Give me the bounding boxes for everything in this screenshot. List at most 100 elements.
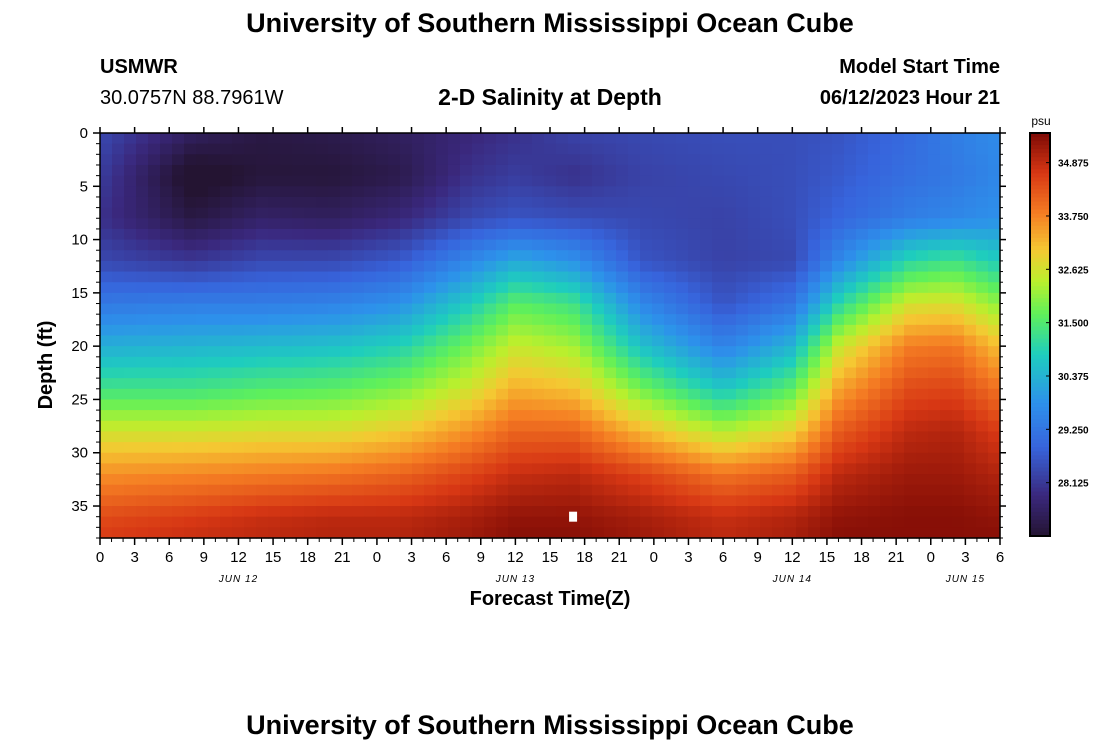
colorbar-swatch [1030,306,1050,311]
heatmap-cell [196,431,209,443]
heatmap-cell [268,164,281,177]
heatmap-cell [496,346,509,358]
heatmap-cell [676,452,689,464]
heatmap-cell [472,314,485,326]
heatmap-cell [640,314,653,326]
heatmap-cell [472,388,485,401]
heatmap-cell [712,527,725,539]
heatmap-cell [364,516,377,528]
heatmap-cell [580,133,593,145]
heatmap-cell [424,271,437,283]
heatmap-cell [352,495,365,507]
heatmap-cell [388,314,401,326]
heatmap-cell [988,228,1001,241]
heatmap-cell [496,399,509,411]
heatmap-cell [376,218,389,230]
heatmap-cell [364,143,377,155]
heatmap-cell [820,175,833,187]
heatmap-cell [292,527,305,539]
heatmap-cell [892,228,905,241]
heatmap-cell [820,516,833,528]
heatmap-cell [520,186,533,198]
heatmap-cell [880,410,893,422]
heatmap-cell [688,527,701,539]
heatmap-cell [988,175,1001,187]
heatmap-cell [556,420,569,433]
heatmap-cell [688,506,701,518]
heatmap-cell [604,196,617,209]
heatmap-cell [712,463,725,475]
heatmap-cell [688,474,701,486]
heatmap-cell [676,378,689,390]
heatmap-cell [220,442,233,454]
heatmap-cell [628,442,641,454]
heatmap-cell [196,154,209,166]
heatmap-cell [424,186,437,198]
heatmap-cell [148,143,161,155]
heatmap-cell [124,303,137,315]
heatmap-cell [220,474,233,486]
heatmap-cell [376,516,389,528]
heatmap-cell [580,228,593,241]
heatmap-cell [904,463,917,475]
heatmap-cell [292,516,305,528]
heatmap-cell [664,346,677,358]
heatmap-cell [676,260,689,273]
heatmap-cell [832,260,845,273]
heatmap-cell [496,516,509,528]
heatmap-cell [652,207,665,219]
heatmap-cell [328,271,341,283]
heatmap-cell [904,474,917,486]
heatmap-cell [712,218,725,230]
heatmap-cell [592,420,605,433]
heatmap-cell [484,250,497,262]
heatmap-cell [988,207,1001,219]
heatmap-cell [424,175,437,187]
heatmap-cell [352,133,365,145]
heatmap-cell [748,484,761,496]
heatmap-cell [148,218,161,230]
heatmap-cell [400,314,413,326]
heatmap-cell [880,175,893,187]
heatmap-cell [940,292,953,305]
colorbar-swatch [1030,374,1050,380]
heatmap-cell [676,292,689,305]
heatmap-cell [844,442,857,454]
heatmap-cell [772,260,785,273]
heatmap-cell [220,260,233,273]
heatmap-cell [748,164,761,177]
heatmap-cell [124,175,137,187]
colorbar-swatch [1030,274,1050,279]
heatmap-cell [472,239,485,251]
heatmap-cell [772,399,785,411]
heatmap-cell [472,154,485,166]
heatmap-cell [988,133,1001,145]
heatmap-cell [292,484,305,496]
heatmap-cell [760,271,773,283]
heatmap-cell [916,228,929,241]
heatmap-cell [532,420,545,433]
colorbar-swatch [1030,165,1050,170]
heatmap-cell [808,367,821,379]
heatmap-cell [988,484,1001,496]
heatmap-cell [832,356,845,369]
heatmap-cell [352,516,365,528]
x-tick-label: 0 [650,549,658,566]
colorbar-swatch [1030,491,1050,497]
heatmap-cell [160,133,173,145]
heatmap-cell [844,143,857,155]
heatmap-cell [136,164,149,177]
heatmap-cell [532,324,545,337]
heatmap-cell [172,207,185,219]
heatmap-cell [664,335,677,347]
heatmap-cell [988,516,1001,528]
heatmap-cell [172,164,185,177]
heatmap-cell [796,346,809,358]
heatmap-cell [280,516,293,528]
heatmap-cell [616,250,629,262]
heatmap-cell [808,324,821,337]
heatmap-cell [472,250,485,262]
heatmap-cell [844,175,857,187]
heatmap-cell [340,175,353,187]
heatmap-cell [700,367,713,379]
